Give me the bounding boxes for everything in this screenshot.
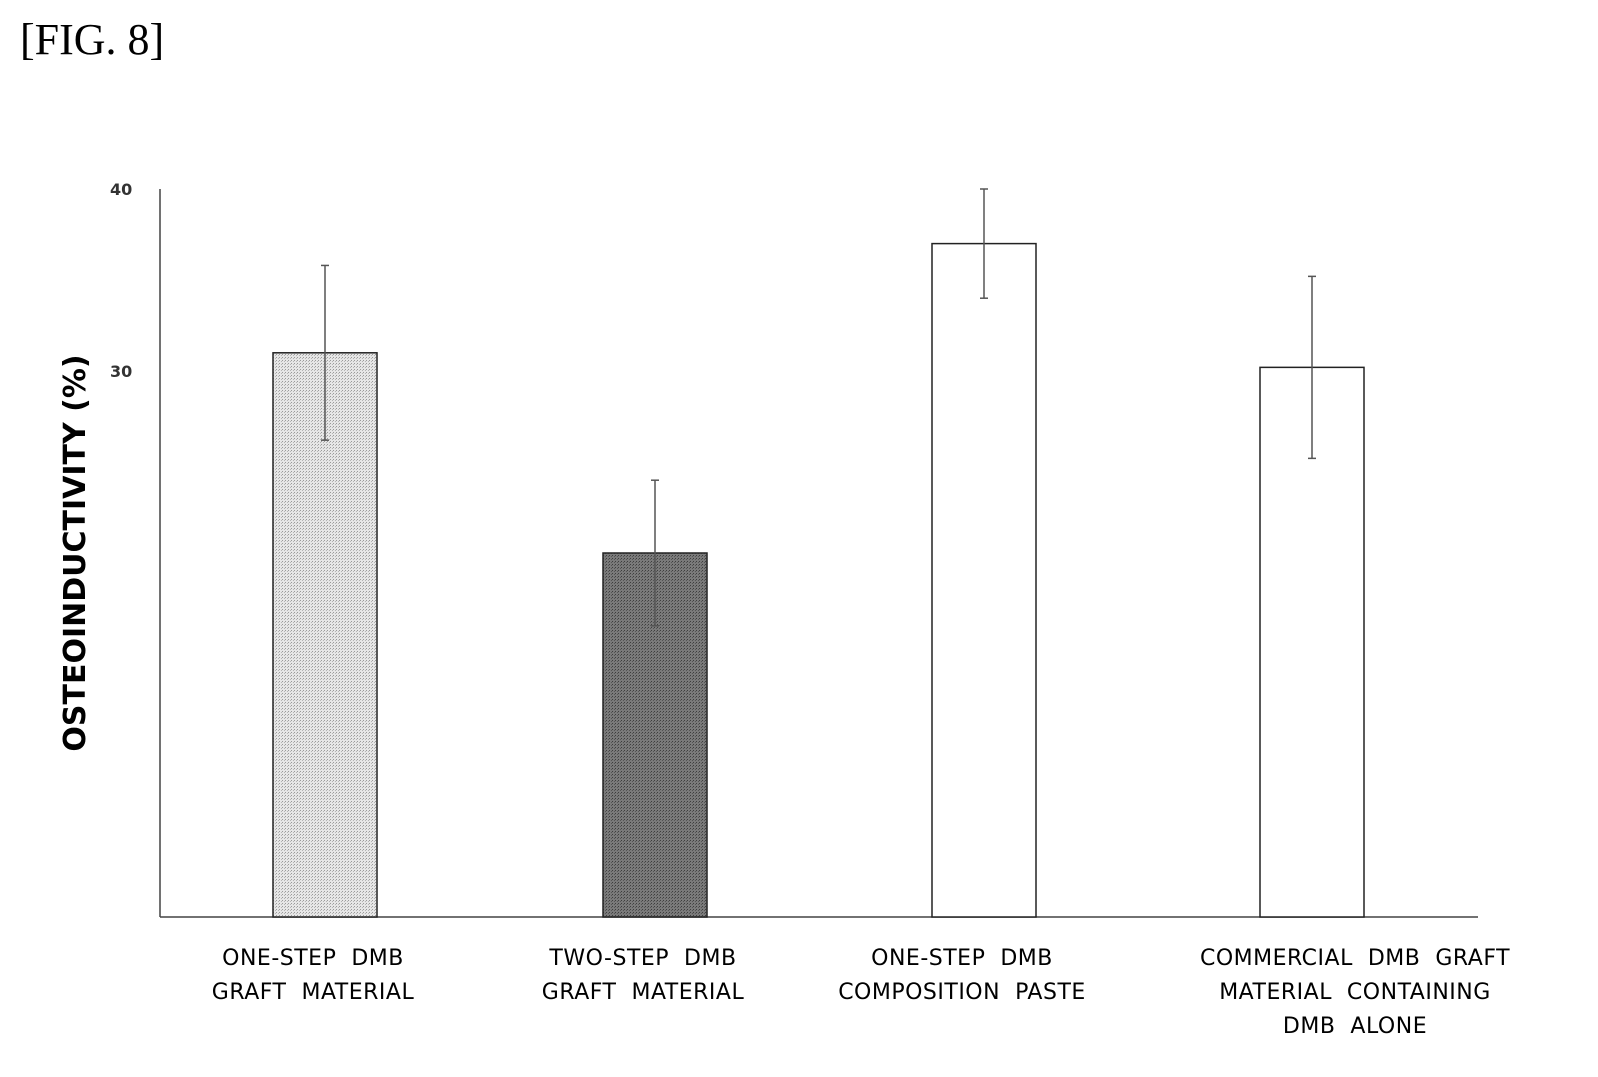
figure-label: [FIG. 8] [20, 15, 165, 64]
error-bar [1308, 275, 1316, 460]
category-label: TWO-STEP DMB [548, 946, 736, 971]
error-bar [980, 188, 988, 299]
category-label: ONE-STEP DMB [222, 946, 404, 971]
category-label: GRAFT MATERIAL [212, 980, 415, 1005]
category-labels: ONE-STEP DMB GRAFT MATERIAL TWO-STEP DMB GR… [212, 946, 1510, 1039]
bars [272, 242, 1365, 918]
category-label: GRAFT MATERIAL [542, 980, 745, 1005]
category-label: DMB ALONE [1283, 1014, 1427, 1039]
error-bar [651, 479, 659, 627]
y-tick-label: 30 [110, 362, 132, 381]
y-tick-label: 40 [110, 180, 132, 199]
error-bar [321, 264, 329, 441]
error-bars [321, 188, 1316, 627]
y-axis-label: OSTEOINDUCTIVITY (%) [58, 354, 93, 751]
category-label: COMPOSITION PASTE [838, 980, 1086, 1005]
axes: 30 40 OSTEOINDUCTIVITY (%) [58, 180, 1478, 918]
category-label: ONE-STEP DMB [871, 946, 1053, 971]
bar [272, 352, 378, 918]
category-label: MATERIAL CONTAINING [1219, 980, 1491, 1005]
bar [931, 242, 1037, 918]
category-label: COMMERCIAL DMB GRAFT [1200, 946, 1510, 971]
